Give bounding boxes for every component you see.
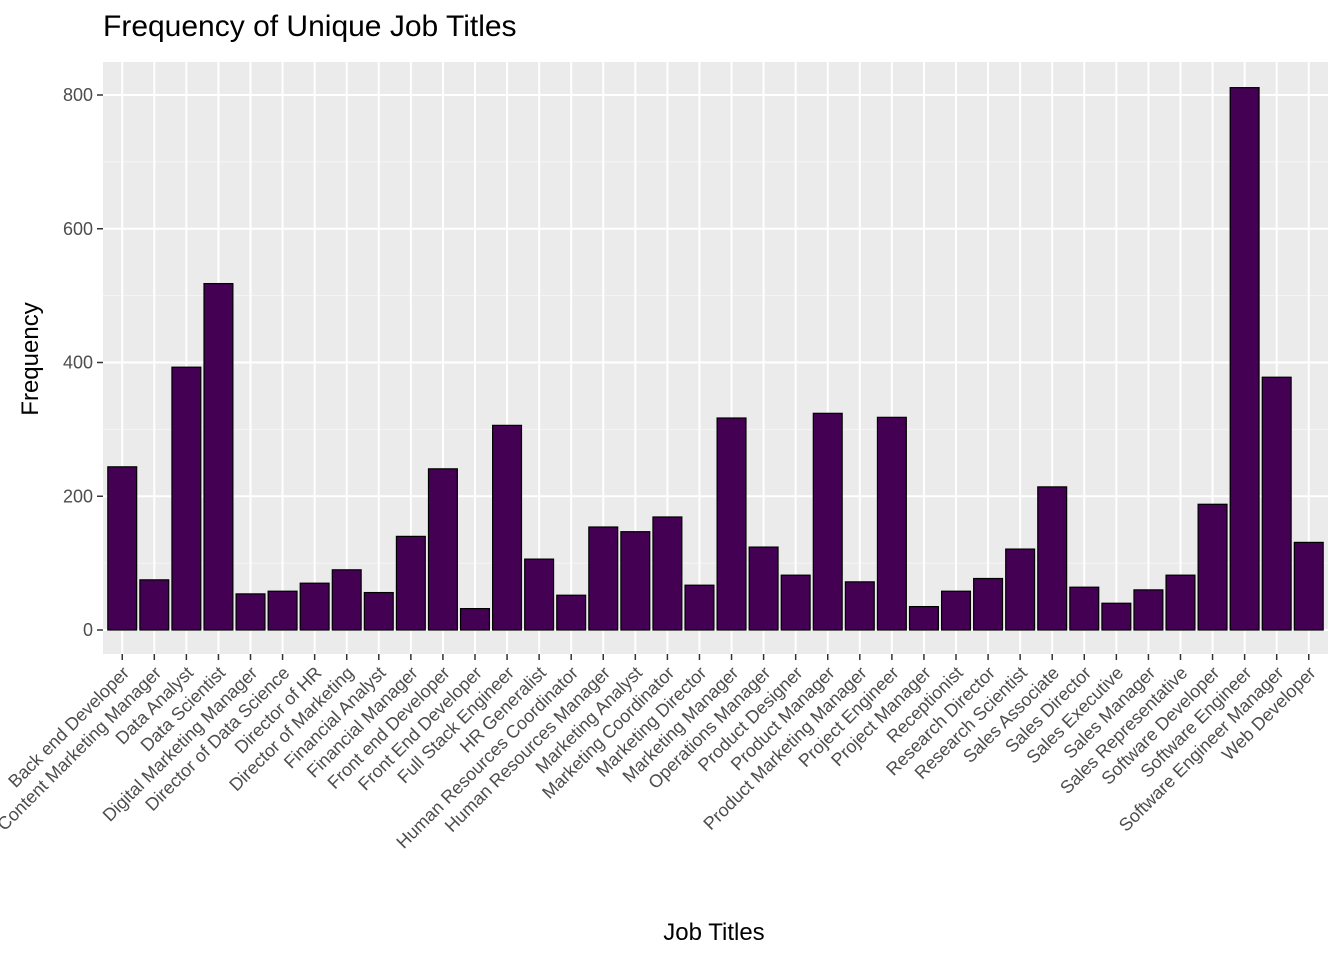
bar (908, 605, 939, 631)
bar (1133, 589, 1164, 631)
bar (1037, 486, 1068, 631)
bar (1293, 541, 1324, 631)
bar (652, 516, 683, 631)
bar (203, 282, 234, 631)
bar (107, 466, 138, 631)
bar (844, 581, 875, 631)
y-tick-label: 800 (63, 85, 93, 105)
bar (1197, 503, 1228, 631)
bar (588, 526, 619, 631)
bar (876, 416, 907, 631)
y-tick-label: 600 (63, 219, 93, 239)
y-axis: 0 200 400 600 800 (63, 85, 103, 640)
bar (716, 417, 747, 631)
plot-panel (103, 62, 1328, 654)
bar (748, 546, 779, 631)
bar (299, 582, 330, 631)
bar (780, 574, 811, 631)
bar (556, 594, 587, 631)
bar (1005, 548, 1036, 631)
bar (267, 590, 298, 631)
bar (524, 558, 555, 631)
grid-minor (103, 161, 1328, 564)
bar (395, 535, 426, 631)
bar (1229, 87, 1260, 631)
bar (331, 569, 362, 631)
y-tick-label: 200 (63, 486, 93, 506)
bar (1069, 586, 1100, 631)
bar (620, 531, 651, 631)
bar (363, 591, 394, 631)
x-axis-title: Job Titles (663, 919, 764, 946)
y-tick-label: 0 (83, 620, 93, 640)
bar (492, 424, 523, 631)
y-axis-title: Frequency (17, 302, 44, 415)
bar (812, 412, 843, 631)
bar (1165, 574, 1196, 631)
bar (171, 366, 202, 631)
bar (940, 590, 972, 631)
bar (1101, 602, 1132, 631)
bar (235, 593, 266, 631)
bar (427, 468, 458, 631)
chart-title: Frequency of Unique Job Titles (103, 10, 517, 43)
y-tick-label: 400 (63, 353, 93, 373)
x-tick-label: Content Marketing Manager (0, 663, 165, 835)
bar (684, 584, 715, 631)
bar (139, 579, 170, 631)
bar (459, 607, 491, 631)
bars (107, 87, 1324, 631)
bar (973, 577, 1004, 631)
bar (1261, 376, 1292, 631)
